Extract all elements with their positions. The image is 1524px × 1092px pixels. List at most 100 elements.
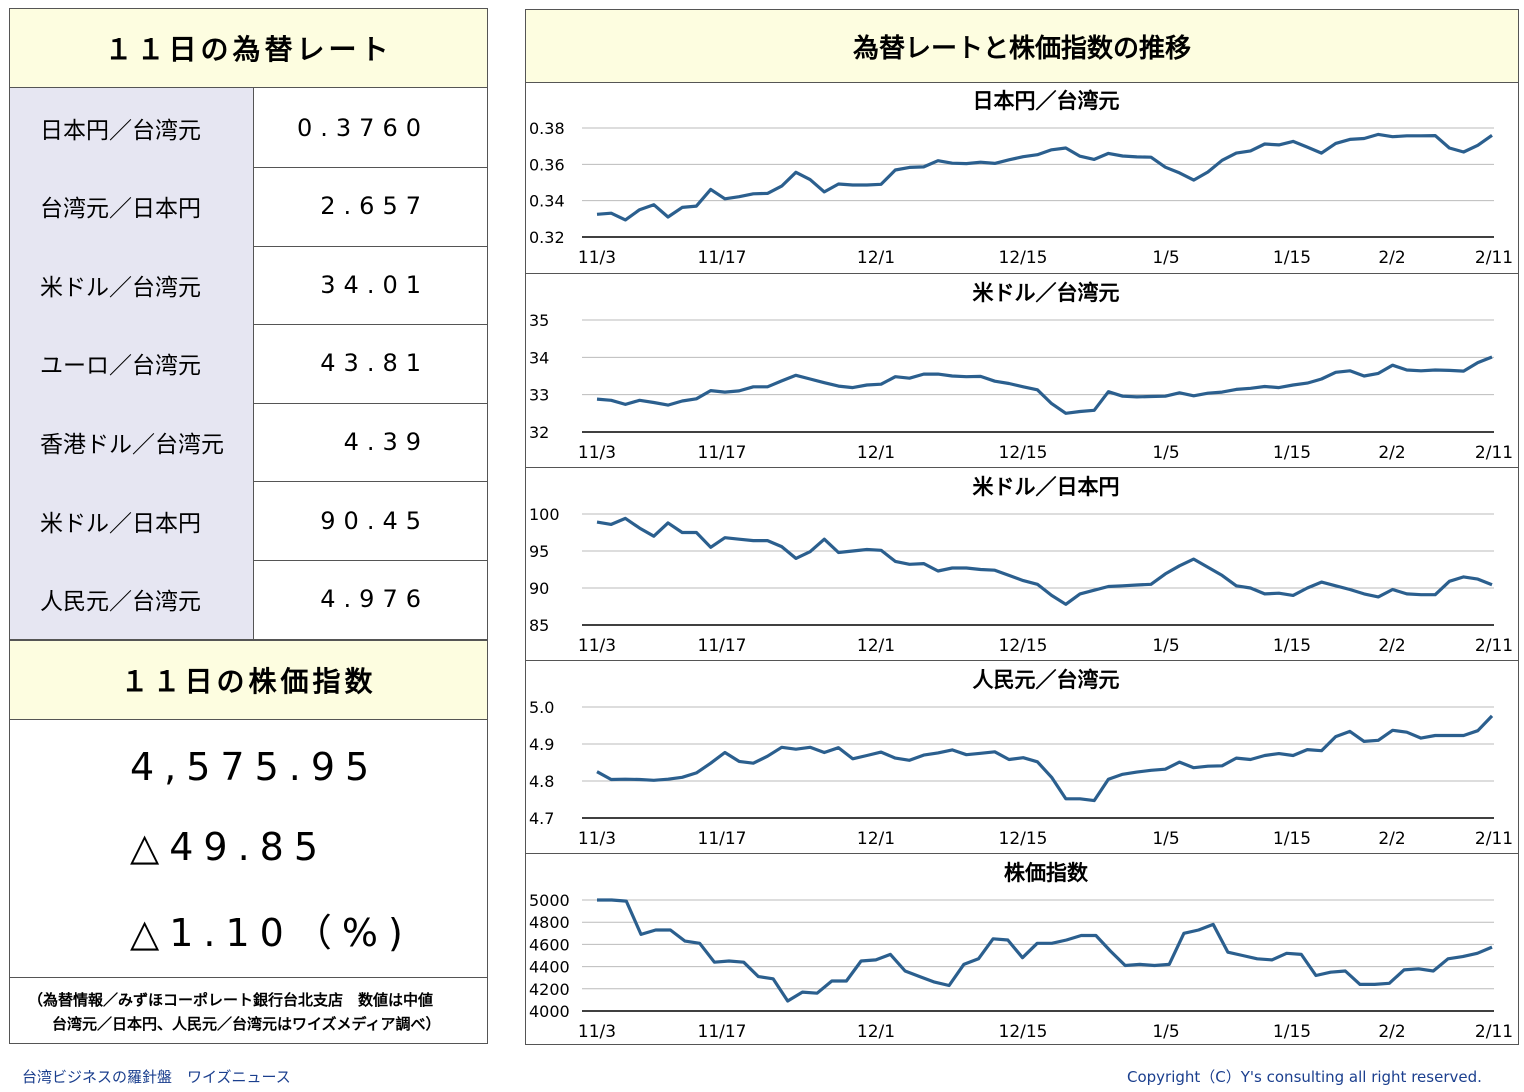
- x-tick-label: 12/1: [857, 248, 895, 268]
- y-tick-label: 0.36: [529, 155, 565, 174]
- x-tick-label: 1/5: [1152, 443, 1179, 463]
- chart-title: 米ドル／日本円: [973, 475, 1120, 499]
- rate-value: 4.976: [320, 585, 429, 614]
- y-tick-label: 4400: [529, 958, 570, 977]
- chart-title: 人民元／台湾元: [973, 668, 1120, 692]
- y-tick-label: 0.38: [529, 119, 565, 138]
- chart-svg: 株価指数 5000 4800 4600 4400 4200 4000 11/3 11/17 12/…: [529, 861, 1513, 1042]
- rate-row: 台湾元／日本円 2.657: [10, 166, 487, 247]
- footer-brand: 台湾ビジネスの羅針盤 ワイズニュース: [22, 1068, 291, 1086]
- rate-value: 0.3760: [297, 113, 429, 142]
- x-tick-label: 12/1: [857, 1022, 895, 1042]
- chart-svg: 人民元／台湾元 5.0 4.9 4.8 4.7 11/3 11/17 12/1 12/15 1/5…: [529, 668, 1513, 849]
- x-tick-label: 2/11: [1475, 829, 1513, 849]
- x-tick-label: 2/2: [1378, 1022, 1405, 1042]
- y-tick-label: 34: [529, 348, 549, 367]
- rate-value: 4.39: [343, 427, 429, 456]
- rate-label: 日本円／台湾元: [10, 88, 254, 167]
- chart-0: 日本円／台湾元 0.38 0.36 0.34 0.32 11/3 11/17 12/1 12/1…: [526, 82, 1518, 273]
- stock-change: △49.85: [130, 825, 329, 869]
- stock-percent: △1.10（%): [130, 911, 413, 955]
- chart-2: 米ドル／日本円 100 95 90 85 11/3 11/17 12/1 12/15 1/5 1/1…: [526, 467, 1518, 661]
- rate-row: ユーロ／台湾元 43.81: [10, 323, 487, 404]
- y-tick-label: 5000: [529, 891, 570, 910]
- rate-value: 90.45: [320, 506, 429, 535]
- y-tick-label: 5.0: [529, 698, 554, 717]
- footer-copyright: Copyright（C）Y's consulting all right res…: [1127, 1068, 1482, 1086]
- x-tick-label: 2/2: [1378, 248, 1405, 268]
- chart-title: 米ドル／台湾元: [973, 281, 1120, 305]
- chart-1: 米ドル／台湾元 35 34 33 32 11/3 11/17 12/1 12/15 1/5 1/15…: [526, 273, 1518, 468]
- rate-label: 米ドル／台湾元: [10, 245, 254, 325]
- x-tick-label: 2/2: [1378, 636, 1405, 656]
- y-tick-label: 4000: [529, 1002, 570, 1021]
- chart-3: 人民元／台湾元 5.0 4.9 4.8 4.7 11/3 11/17 12/1 12/15 1/5…: [526, 660, 1518, 854]
- x-tick-label: 11/17: [698, 443, 747, 463]
- x-tick-label: 12/15: [999, 636, 1048, 656]
- series-line: [596, 714, 1494, 803]
- x-tick-label: 12/1: [857, 829, 895, 849]
- x-tick-label: 1/15: [1273, 636, 1311, 656]
- x-tick-label: 12/15: [999, 829, 1048, 849]
- rate-label: 香港ドル／台湾元: [10, 402, 254, 482]
- y-tick-label: 4.7: [529, 809, 554, 828]
- x-tick-label: 1/5: [1152, 829, 1179, 849]
- x-tick-label: 2/11: [1475, 636, 1513, 656]
- y-tick-label: 4.9: [529, 735, 554, 754]
- series-line: [596, 132, 1493, 222]
- y-tick-label: 4.8: [529, 772, 554, 791]
- x-tick-label: 11/3: [578, 248, 616, 268]
- x-tick-label: 12/15: [999, 1022, 1048, 1042]
- x-tick-label: 1/15: [1273, 1022, 1311, 1042]
- charts-title: 為替レートと株価指数の推移: [526, 10, 1518, 83]
- x-tick-label: 12/15: [999, 443, 1048, 463]
- y-tick-label: 85: [529, 616, 549, 635]
- y-tick-label: 0.32: [529, 228, 565, 247]
- y-tick-label: 95: [529, 542, 549, 561]
- x-tick-label: 12/1: [857, 636, 895, 656]
- stock-value: 4,575.95: [130, 745, 380, 789]
- x-tick-label: 1/5: [1152, 636, 1179, 656]
- series-line: [597, 898, 1493, 1003]
- rate-row: 米ドル／日本円 90.45: [10, 481, 487, 561]
- y-tick-label: 35: [529, 311, 549, 330]
- x-tick-label: 1/15: [1273, 248, 1311, 268]
- rates-panel: １１日の為替レート 日本円／台湾元 0.3760 台湾元／日本円 2.657 米ドル／台…: [9, 8, 488, 1044]
- x-tick-label: 11/3: [578, 636, 616, 656]
- series-line: [596, 516, 1493, 606]
- note-line-1: （為替情報／みずほコーポレート銀行台北支店 数値は中値: [28, 991, 434, 1009]
- x-tick-label: 12/15: [999, 248, 1048, 268]
- rate-label: ユーロ／台湾元: [10, 323, 254, 403]
- y-tick-label: 4800: [529, 913, 570, 932]
- x-tick-label: 2/2: [1378, 443, 1405, 463]
- chart-svg: 米ドル／日本円 100 95 90 85 11/3 11/17 12/1 12/15 1/5 1/1…: [529, 475, 1513, 656]
- x-tick-label: 11/17: [698, 1022, 747, 1042]
- rate-row: 人民元／台湾元 4.976: [10, 559, 487, 640]
- rate-row: 日本円／台湾元 0.3760: [10, 88, 487, 168]
- stock-title: １１日の株価指数: [10, 640, 487, 720]
- x-tick-label: 1/5: [1152, 248, 1179, 268]
- y-tick-label: 33: [529, 386, 549, 405]
- rate-label: 台湾元／日本円: [10, 166, 254, 246]
- x-tick-label: 1/5: [1152, 1022, 1179, 1042]
- rate-row: 米ドル／台湾元 34.01: [10, 245, 487, 326]
- note-divider: [10, 977, 487, 978]
- x-tick-label: 2/11: [1475, 248, 1513, 268]
- x-tick-label: 11/17: [698, 829, 747, 849]
- x-tick-label: 2/2: [1378, 829, 1405, 849]
- note-line-2: 台湾元／日本円、人民元／台湾元はワイズメディア調べ）: [52, 1015, 441, 1033]
- y-tick-label: 0.34: [529, 192, 565, 211]
- x-tick-label: 11/17: [698, 636, 747, 656]
- rates-title: １１日の為替レート: [10, 9, 487, 88]
- rate-value: 34.01: [320, 270, 429, 299]
- rate-label: 人民元／台湾元: [10, 559, 254, 639]
- x-tick-label: 11/17: [698, 248, 747, 268]
- series-line: [596, 355, 1493, 415]
- y-tick-label: 32: [529, 423, 549, 442]
- y-tick-label: 4200: [529, 980, 570, 999]
- x-tick-label: 11/3: [578, 829, 616, 849]
- chart-4: 株価指数 5000 4800 4600 4400 4200 4000 11/3 11/17 12/…: [526, 853, 1518, 1047]
- chart-title: 株価指数: [1004, 861, 1089, 885]
- chart-title: 日本円／台湾元: [973, 89, 1120, 113]
- x-tick-label: 11/3: [578, 443, 616, 463]
